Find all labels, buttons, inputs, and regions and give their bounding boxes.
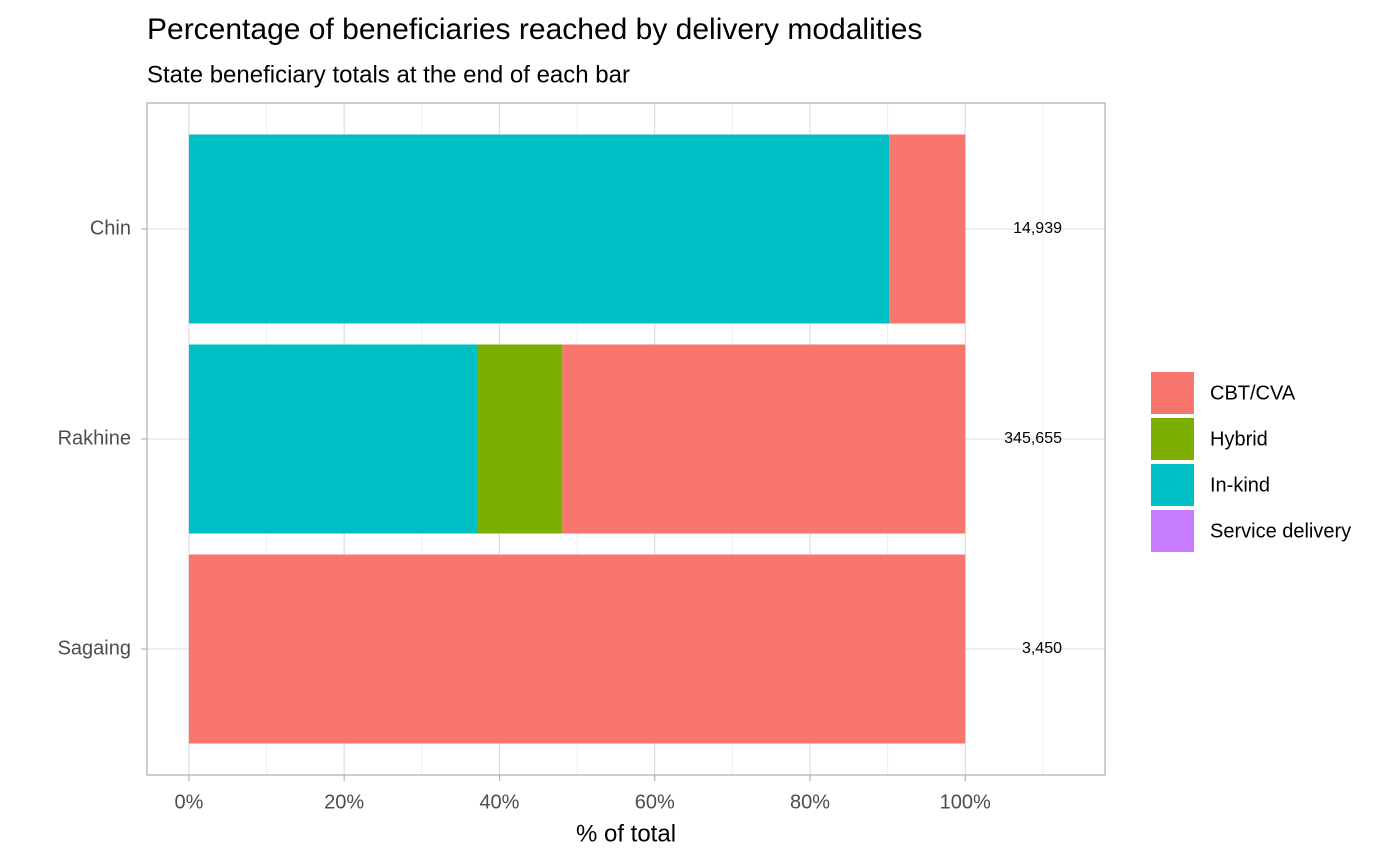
x-axis-title: % of total <box>576 820 676 847</box>
x-tick-label: 100% <box>940 791 991 813</box>
legend-key <box>1151 464 1194 506</box>
x-tick-label: 60% <box>635 791 675 813</box>
chart-title: Percentage of beneficiaries reached by d… <box>147 13 922 46</box>
legend-key <box>1151 510 1194 552</box>
legend-label: CBT/CVA <box>1210 382 1296 404</box>
bar-segment <box>562 344 966 534</box>
bar-segment <box>188 554 966 744</box>
y-tick-label: Rakhine <box>58 427 131 449</box>
y-tick-label: Chin <box>90 217 131 239</box>
x-tick-label: 40% <box>479 791 519 813</box>
bar-segment <box>889 134 966 324</box>
x-tick-label: 20% <box>324 791 364 813</box>
legend-key <box>1151 418 1194 460</box>
bars <box>188 134 966 744</box>
legend: CBT/CVA Hybrid In-kind Service delivery <box>1151 372 1351 552</box>
legend-key <box>1151 372 1194 414</box>
legend-label: In-kind <box>1210 474 1270 496</box>
legend-label: Service delivery <box>1210 520 1351 542</box>
bar-segment <box>188 344 477 534</box>
bar-segment <box>476 344 563 534</box>
axes: 0% 20% 40% 60% 80% 100% Chin 14,939 Rakhine 345,6… <box>58 102 1106 813</box>
x-tick-label: 80% <box>790 791 830 813</box>
x-tick-label: 0% <box>174 791 203 813</box>
panel-border <box>146 102 1106 776</box>
total-label: 345,655 <box>1004 430 1062 447</box>
total-label: 3,450 <box>1022 640 1062 657</box>
y-tick-label: Sagaing <box>58 637 131 659</box>
bar-segment <box>188 134 890 324</box>
chart-subtitle: State beneficiary totals at the end of e… <box>147 61 630 88</box>
legend-label: Hybrid <box>1210 428 1268 450</box>
total-label: 14,939 <box>1013 220 1062 237</box>
